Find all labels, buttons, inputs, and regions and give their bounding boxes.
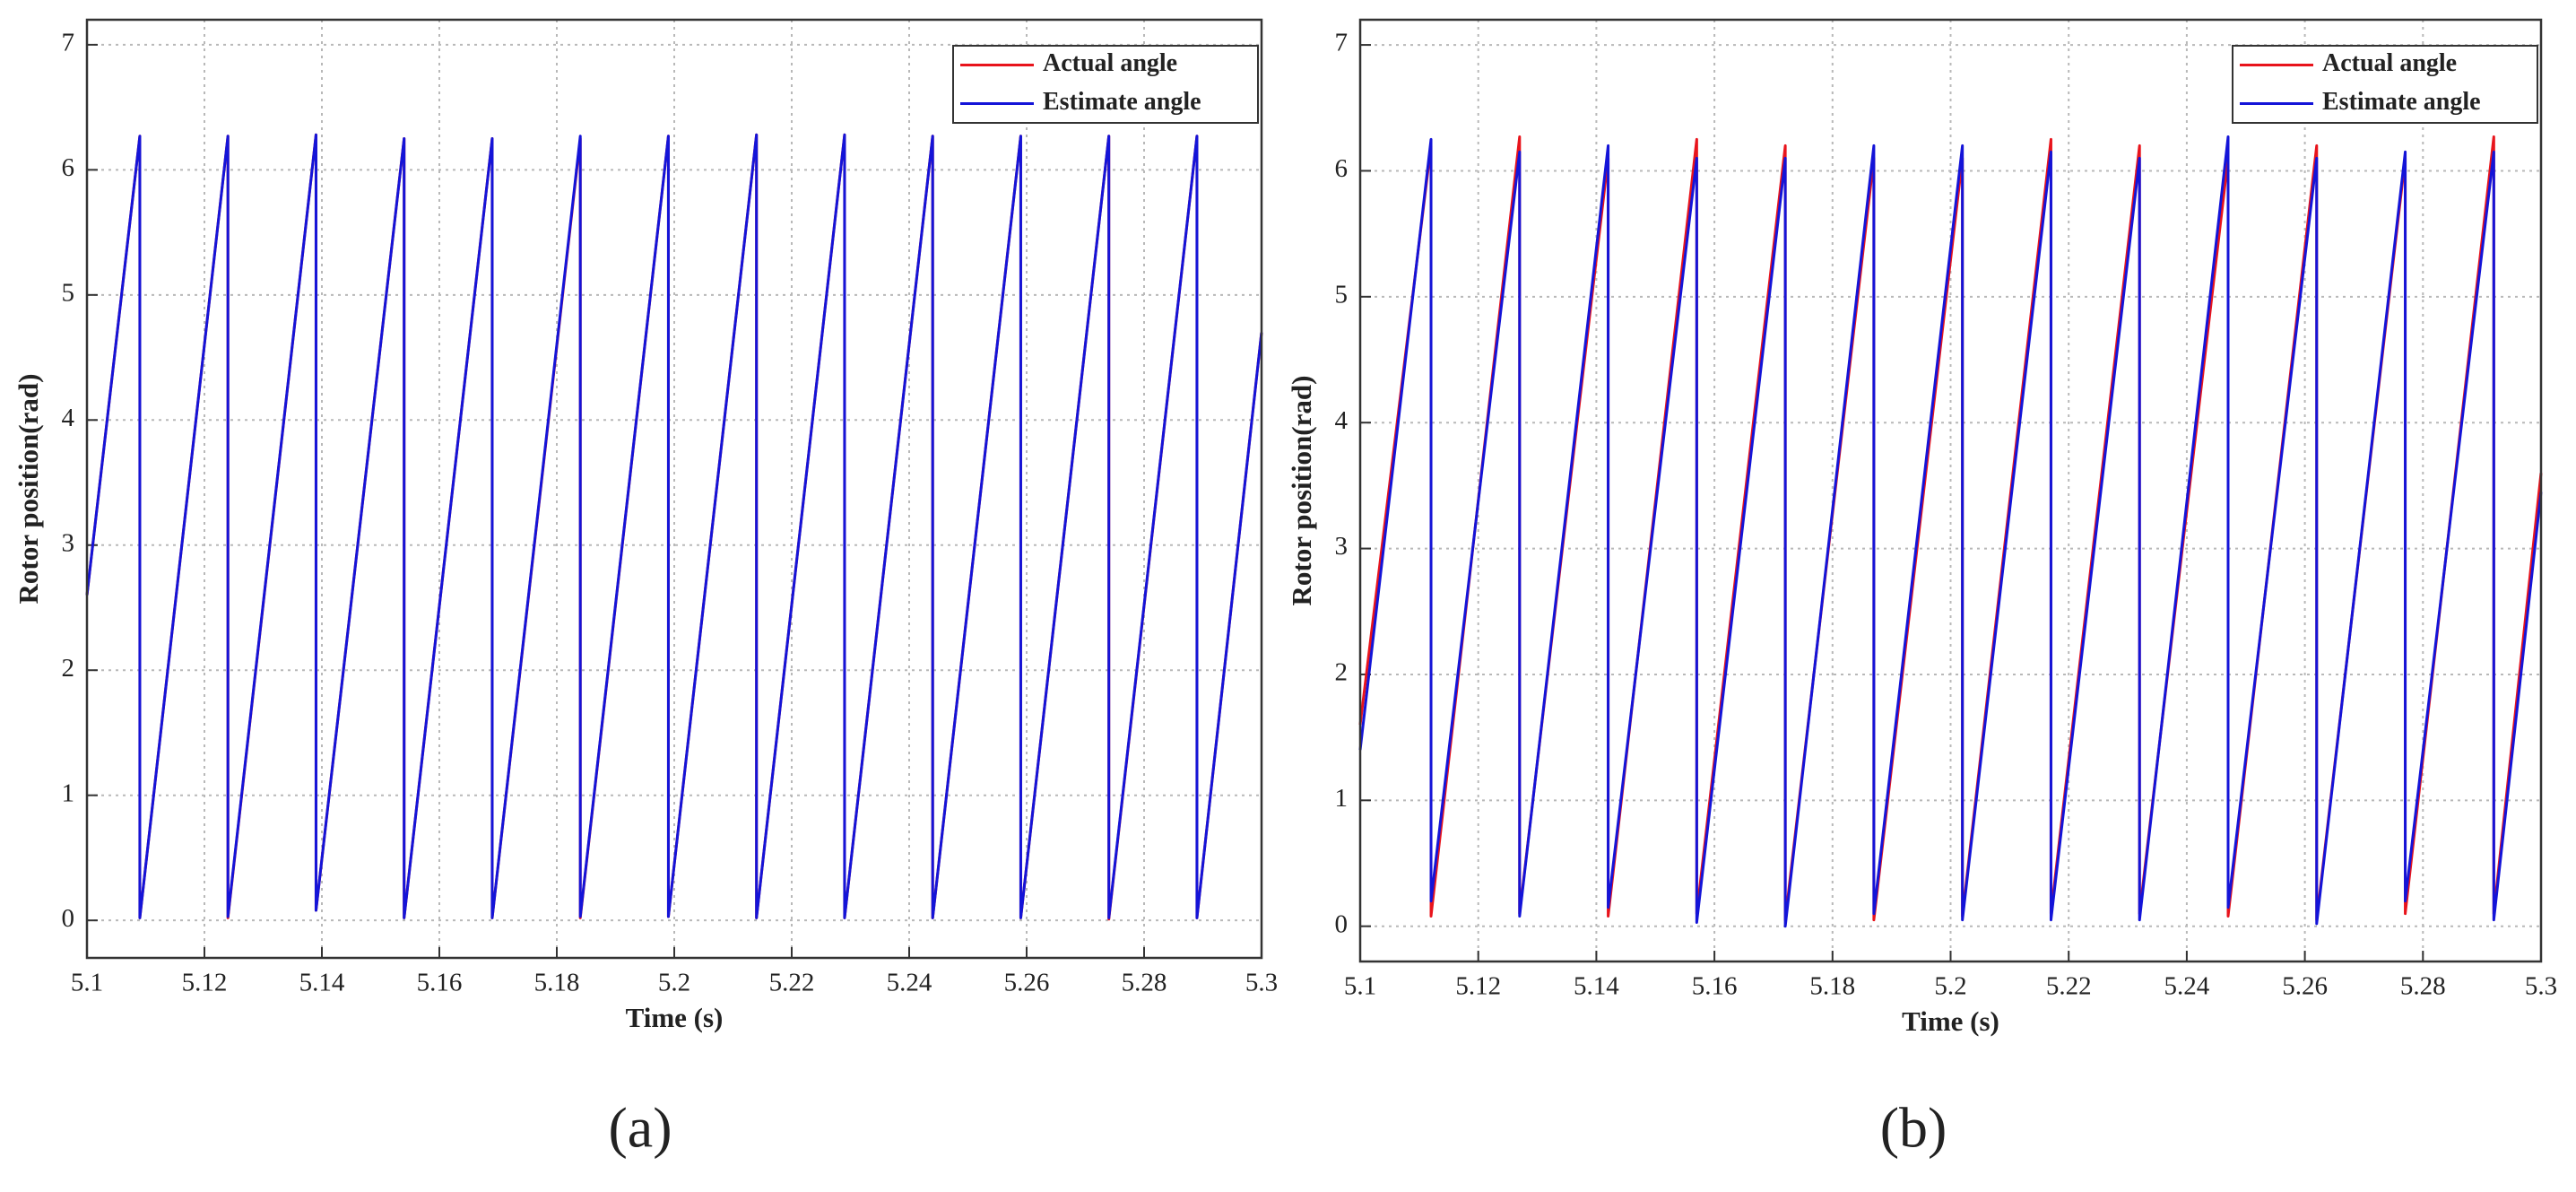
x-tick-label: 5.16 <box>417 969 463 997</box>
y-tick-label: 2 <box>62 654 75 683</box>
x-tick-label: 5.26 <box>2282 972 2328 1001</box>
legend-label: Estimate angle <box>2322 88 2481 116</box>
x-tick-label: 5.28 <box>2400 972 2446 1001</box>
x-tick-label: 5.1 <box>71 969 103 997</box>
x-tick-label: 5.24 <box>887 969 932 997</box>
x-tick-label: 5.18 <box>1809 972 1855 1001</box>
y-tick-label: 6 <box>62 153 75 182</box>
x-axis-label: Time (s) <box>626 1002 724 1033</box>
y-tick-label: 4 <box>1335 406 1349 435</box>
legend-box <box>952 45 1259 124</box>
legend-box <box>2232 45 2538 124</box>
x-axis-label: Time (s) <box>1902 1005 1999 1037</box>
x-tick-label: 5.26 <box>1004 969 1050 997</box>
x-tick-label: 5.3 <box>2525 972 2557 1001</box>
x-tick-label: 5.2 <box>658 969 690 997</box>
y-axis-label: Rotor position(rad) <box>13 374 44 605</box>
y-tick-label: 1 <box>62 779 75 807</box>
x-tick-label: 5.12 <box>182 969 228 997</box>
chart: 5.1 5.12 5.14 5.16 5.18 5.2 5.22 5.24 5.26 5.28 5.… <box>1286 18 2557 1160</box>
plot-frame <box>85 18 1263 960</box>
y-tick-label: 6 <box>1335 154 1349 183</box>
caption: (b) <box>1880 1096 1947 1160</box>
x-tick-label: 5.22 <box>769 969 815 997</box>
y-tick-label: 0 <box>62 904 75 933</box>
plot-area <box>1360 20 2541 961</box>
x-tick-label: 5.1 <box>1344 972 1376 1001</box>
y-tick-label: 0 <box>1335 909 1349 938</box>
legend-label: Estimate angle <box>1043 88 1201 116</box>
y-tick-label: 3 <box>62 528 75 557</box>
x-tick-label: 5.2 <box>1934 972 1966 1001</box>
y-tick-label: 2 <box>1335 658 1349 687</box>
x-tick-label: 5.16 <box>1692 972 1738 1001</box>
x-tick-label: 5.14 <box>299 969 345 997</box>
y-tick-label: 7 <box>62 29 75 57</box>
chart: 5.1 5.12 5.14 5.16 5.18 5.2 5.22 5.24 5.26 5.28 5.… <box>13 18 1278 1160</box>
x-tick-label: 5.18 <box>534 969 580 997</box>
x-tick-label: 5.22 <box>2046 972 2092 1001</box>
y-axis-label: Rotor position(rad) <box>1286 376 1317 606</box>
legend: Actual angle Estimate angle <box>2232 45 2538 124</box>
x-tick-label: 5.24 <box>2164 972 2210 1001</box>
legend-label: Actual angle <box>1043 49 1177 77</box>
plot-frame <box>1358 18 2543 963</box>
y-tick-label: 7 <box>1335 29 1349 57</box>
y-tick-label: 1 <box>1335 784 1349 813</box>
x-tick-label: 5.14 <box>1574 972 1619 1001</box>
legend: Actual angle Estimate angle <box>952 45 1259 124</box>
data-line <box>85 133 1263 919</box>
y-tick-label: 5 <box>1335 280 1349 309</box>
data-line <box>1358 135 2543 928</box>
y-tick-label: 4 <box>62 404 75 432</box>
x-tick-label: 5.28 <box>1122 969 1167 997</box>
legend-label: Actual angle <box>2322 49 2457 77</box>
x-tick-label: 5.3 <box>1245 969 1278 997</box>
y-tick-label: 3 <box>1335 532 1349 561</box>
x-tick-label: 5.12 <box>1455 972 1501 1001</box>
caption: (a) <box>608 1096 672 1160</box>
y-tick-label: 5 <box>62 278 75 307</box>
